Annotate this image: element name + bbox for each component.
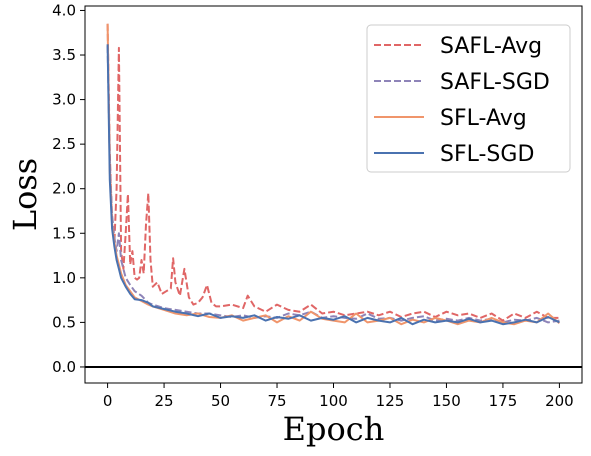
y-tick-label: 2.5 bbox=[52, 135, 76, 153]
x-tick-label: 100 bbox=[319, 392, 348, 410]
x-axis-title: Epoch bbox=[283, 410, 385, 448]
y-tick-label: 0.5 bbox=[52, 313, 76, 331]
x-tick-label: 175 bbox=[489, 392, 518, 410]
x-tick-label: 75 bbox=[267, 392, 286, 410]
series-line-sfl-avg bbox=[106, 23, 561, 326]
series-line-safl-avg bbox=[106, 23, 560, 322]
series-layer bbox=[106, 23, 561, 326]
x-tick-label: 200 bbox=[545, 392, 574, 410]
series-line-sfl-sgd bbox=[106, 44, 560, 326]
legend: SAFL-Avg SAFL-SGD SFL-Avg SFL-SGD bbox=[366, 24, 571, 173]
x-tick-label: 150 bbox=[432, 392, 461, 410]
y-tick-label: 3.0 bbox=[52, 91, 76, 109]
y-tick-label: 3.5 bbox=[52, 46, 76, 64]
legend-box bbox=[366, 24, 571, 173]
x-tick-label: 0 bbox=[103, 392, 113, 410]
x-tick-label: 125 bbox=[376, 392, 405, 410]
legend-label: SAFL-SGD bbox=[440, 70, 550, 95]
y-axis-title: Loss bbox=[6, 158, 44, 231]
legend-label: SFL-Avg bbox=[440, 106, 527, 131]
x-tick-label: 25 bbox=[155, 392, 174, 410]
y-tick-label: 0.0 bbox=[52, 358, 76, 376]
y-tick-label: 1.0 bbox=[52, 269, 76, 287]
x-tick-label: 50 bbox=[211, 392, 230, 410]
legend-label: SFL-SGD bbox=[440, 142, 534, 167]
y-tick-label: 2.0 bbox=[52, 180, 76, 198]
y-tick-label: 1.5 bbox=[52, 224, 76, 242]
y-tick-label: 4.0 bbox=[52, 1, 76, 19]
y-axis-ticks: 0.0 0.5 1.0 1.5 2.0 2.5 3.0 3.5 4.0 bbox=[52, 1, 85, 376]
x-axis-ticks: 0 25 50 75 100 125 150 175 200 bbox=[103, 383, 574, 410]
legend-label: SAFL-Avg bbox=[440, 34, 542, 59]
